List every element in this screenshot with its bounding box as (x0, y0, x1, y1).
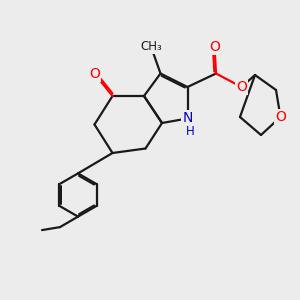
Text: O: O (275, 110, 286, 124)
Text: CH₃: CH₃ (141, 40, 162, 53)
Text: H: H (185, 124, 194, 138)
Text: N: N (182, 112, 193, 125)
Text: O: O (89, 67, 100, 80)
Text: O: O (209, 40, 220, 53)
Text: O: O (236, 80, 247, 94)
